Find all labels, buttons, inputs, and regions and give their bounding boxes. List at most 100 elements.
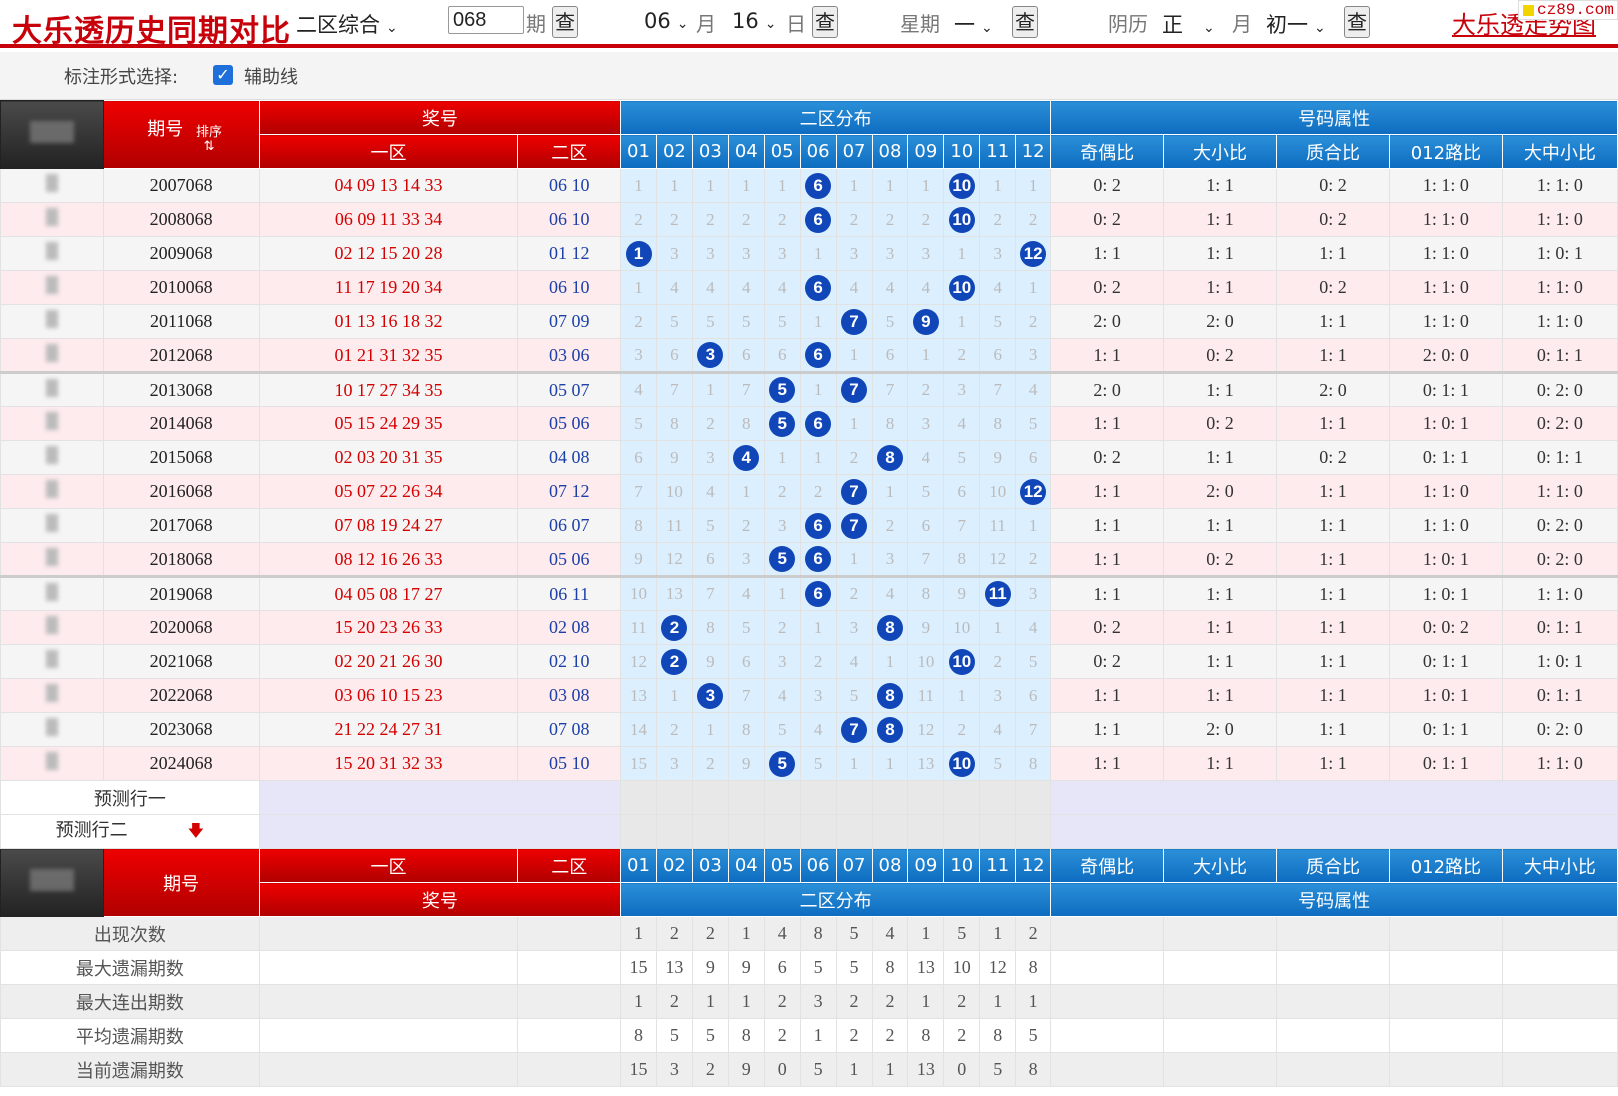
dist-cell: 2 <box>655 610 693 645</box>
predict-dist-cell[interactable] <box>1015 814 1052 849</box>
lunar-month-select[interactable]: 正 ⌄ <box>1162 9 1215 39</box>
dist-cell: 4 <box>763 270 801 305</box>
weekday-select-value: 一 <box>954 13 975 37</box>
table-row: 2019068 04 05 08 17 27 06 11 10 13 7 4 1 6 2 4 8 9 11… <box>0 576 1618 611</box>
predict-dist-cell[interactable] <box>907 780 945 815</box>
month-select-value: 06 <box>644 9 671 33</box>
attr-cell: 0: 1: 1 <box>1501 338 1618 374</box>
predict-row[interactable]: 预测行一 <box>0 780 1618 815</box>
issue-query-button[interactable]: 查 <box>552 6 578 38</box>
attr-cell: 2: 0 <box>1163 304 1277 339</box>
number-header: 02 <box>655 848 693 883</box>
stats-value: 8 <box>1015 1052 1052 1087</box>
predict-prize-cell[interactable] <box>258 780 622 815</box>
number-header: 11 <box>979 134 1017 169</box>
issue-cell: 2019068 <box>102 576 260 611</box>
dist-cell: 1 <box>727 474 765 509</box>
front-numbers: 10 17 27 34 35 <box>258 372 519 407</box>
attr-cell: 1: 1: 0 <box>1388 474 1503 509</box>
lunar-day-select[interactable]: 初一 ⌄ <box>1266 9 1326 39</box>
predict-dist-cell[interactable] <box>835 814 873 849</box>
dist-cell: 7 <box>655 372 693 407</box>
arrow-down-icon[interactable]: 🡇 <box>187 823 205 840</box>
dist-cell: 3 <box>799 678 837 713</box>
predict-dist-cell[interactable] <box>871 814 909 849</box>
attr-cell: 1: 1 <box>1276 338 1390 374</box>
stats-value: 2 <box>1015 916 1052 951</box>
sort-toggle[interactable]: 排序 ⇅ <box>196 121 222 154</box>
issue-input[interactable] <box>448 6 524 34</box>
stats-value: 1 <box>727 916 765 951</box>
stats-value: 2 <box>691 1052 729 1087</box>
dist-cell: 6 <box>1015 440 1052 475</box>
predict-dist-cell[interactable] <box>979 780 1017 815</box>
predict-row[interactable]: 预测行二 🡇 <box>0 814 1618 849</box>
dist-cell: 1 <box>835 746 873 781</box>
predict-dist-cell[interactable] <box>871 780 909 815</box>
predict-dist-cell[interactable] <box>655 814 693 849</box>
hit-ball: 10 <box>948 172 975 199</box>
dist-cell: 1 <box>943 236 981 271</box>
stats-value: 1 <box>620 916 657 951</box>
predict-attr-cell[interactable] <box>1050 780 1618 815</box>
number-header: 08 <box>871 134 909 169</box>
lunar-query-button[interactable]: 查 <box>1344 6 1370 38</box>
dist-cell: 4 <box>727 440 765 475</box>
stats-value: 1 <box>979 984 1017 1019</box>
predict-dist-cell[interactable] <box>655 780 693 815</box>
issue-header[interactable]: 期号 排序 ⇅ <box>102 100 260 169</box>
dist-cell: 3 <box>655 746 693 781</box>
predict-dist-cell[interactable] <box>799 780 837 815</box>
predict-dist-cell[interactable] <box>727 780 765 815</box>
attrs-header: 号码属性 <box>1050 882 1618 917</box>
number-header: 12 <box>1015 848 1052 883</box>
attr-cell: 0: 1: 1 <box>1501 678 1618 713</box>
predict-dist-cell[interactable] <box>727 814 765 849</box>
back-numbers: 05 06 <box>517 406 622 441</box>
attr-cell: 1: 1: 0 <box>1388 270 1503 305</box>
stats-label: 平均遗漏期数 <box>0 1018 260 1053</box>
predict-dist-cell[interactable] <box>979 814 1017 849</box>
predict-attr-cell[interactable] <box>1050 814 1618 849</box>
issue-cell: 2009068 <box>102 236 260 271</box>
predict-dist-cell[interactable] <box>943 814 981 849</box>
weekday-select[interactable]: 一 ⌄ <box>954 9 993 39</box>
predict-dist-cell[interactable] <box>691 814 729 849</box>
table-row: 2020068 15 20 23 26 33 02 08 11 2 8 5 2 1 3 8 9 10 1 4… <box>0 610 1618 645</box>
attr-col-header: 奇偶比 <box>1050 134 1165 169</box>
hit-ball: 5 <box>769 546 796 572</box>
dist-cell: 2 <box>907 372 945 407</box>
number-header: 01 <box>620 848 657 883</box>
hit-ball: 6 <box>805 342 832 368</box>
predict-prize-cell[interactable] <box>258 814 622 849</box>
dist-cell: 9 <box>907 304 945 339</box>
stats-value: 13 <box>907 950 945 985</box>
date-query-button[interactable]: 查 <box>812 6 838 38</box>
guide-line-checkbox[interactable]: ✓ <box>213 65 233 85</box>
predict-dist-cell[interactable] <box>799 814 837 849</box>
avatar <box>45 684 58 702</box>
predict-dist-cell[interactable] <box>835 780 873 815</box>
day-select[interactable]: 16 ⌄ <box>732 9 776 33</box>
dist-cell: 6 <box>799 338 837 374</box>
back-numbers: 06 10 <box>517 270 622 305</box>
number-header: 09 <box>907 134 945 169</box>
dist-cell: 3 <box>943 372 981 407</box>
predict-dist-cell[interactable] <box>620 814 657 849</box>
stats-blank <box>1276 950 1390 985</box>
dist-cell: 8 <box>691 610 729 645</box>
predict-dist-cell[interactable] <box>943 780 981 815</box>
predict-dist-cell[interactable] <box>907 814 945 849</box>
dist-cell: 5 <box>691 304 729 339</box>
predict-dist-cell[interactable] <box>763 780 801 815</box>
predict-dist-cell[interactable] <box>1015 780 1052 815</box>
weekday-query-button[interactable]: 查 <box>1012 6 1038 38</box>
predict-dist-cell[interactable] <box>691 780 729 815</box>
zone-select[interactable]: 二区综合 ⌄ <box>296 9 398 39</box>
month-select[interactable]: 06 ⌄ <box>644 9 688 33</box>
predict-dist-cell[interactable] <box>763 814 801 849</box>
attr-cell: 0: 1: 1 <box>1388 372 1503 407</box>
predict-dist-cell[interactable] <box>620 780 657 815</box>
hit-ball: 2 <box>661 614 688 641</box>
dist-cell: 2 <box>799 644 837 679</box>
